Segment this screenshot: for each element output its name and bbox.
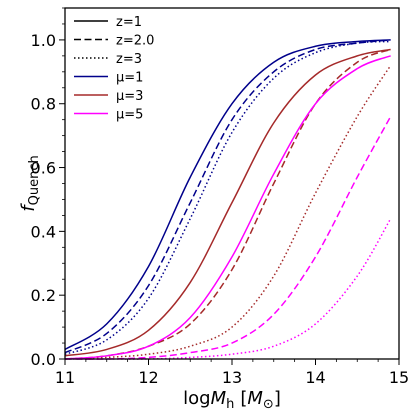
series-line-mu1-z3 — [64, 40, 391, 355]
series-line-mu5-z1 — [64, 55, 391, 360]
y-axis-label: fQuench — [18, 155, 42, 211]
series-lines — [64, 39, 392, 360]
y-axis-label-sub: Quench — [27, 155, 42, 205]
x-axis-label-unit-open: [ — [240, 388, 247, 409]
legend-label: μ=5 — [116, 108, 143, 123]
x-axis-label: logMh [M⊙] — [183, 388, 281, 412]
y-axis-ticks: 0.0 0.2 0.4 0.6 0.8 1.0 — [31, 7, 65, 369]
series-line-mu3-z2 — [64, 48, 391, 360]
legend-label: μ=1 — [116, 71, 143, 86]
y-tick-label: 1.0 — [31, 31, 56, 50]
legend-label: z=3 — [116, 52, 142, 67]
series-line-mu5-z2 — [64, 116, 392, 360]
x-axis-label-sub: h — [226, 397, 234, 412]
x-axis-ticks: 11 12 13 14 15 — [55, 359, 409, 387]
y-tick-label: 0.2 — [31, 286, 56, 305]
y-tick-label: 0.6 — [31, 159, 56, 178]
series-line-mu3-z1 — [64, 48, 391, 357]
series-line-mu1-z2 — [64, 39, 391, 354]
y-tick-label: 0.8 — [31, 95, 56, 114]
series-line-mu3-z3 — [64, 65, 392, 360]
legend-label: μ=3 — [116, 89, 143, 104]
x-axis-label-unit-var: M — [247, 388, 263, 409]
x-tick-label: 13 — [222, 368, 242, 387]
x-tick-label: 14 — [305, 368, 325, 387]
x-axis-label-unit-sub: ⊙ — [263, 397, 274, 412]
y-axis-label-main: f — [18, 203, 39, 212]
y-tick-label: 0.0 — [31, 350, 56, 369]
x-tick-label: 15 — [389, 368, 409, 387]
legend-label: z=1 — [116, 15, 142, 30]
x-axis-label-var: M — [211, 388, 227, 409]
x-tick-label: 12 — [138, 368, 158, 387]
legend: z=1 z=2.0 z=3 μ=1 μ=3 μ=5 — [74, 15, 154, 123]
x-tick-label: 11 — [55, 368, 75, 387]
series-line-mu1-z1 — [64, 39, 391, 351]
series-line-mu5-z3 — [65, 218, 392, 360]
y-tick-label: 0.4 — [31, 222, 56, 241]
x-axis-label-prefix: log — [183, 388, 210, 409]
legend-label: z=2.0 — [116, 34, 154, 49]
x-axis-label-unit-close: ] — [274, 388, 281, 409]
